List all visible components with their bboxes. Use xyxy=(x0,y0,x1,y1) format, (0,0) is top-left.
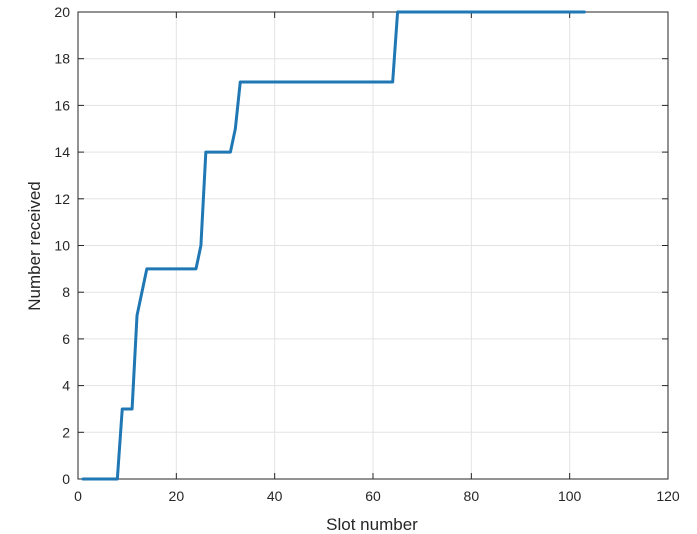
y-tick-label: 16 xyxy=(54,97,70,113)
y-tick-label: 18 xyxy=(54,51,70,67)
y-tick-label: 12 xyxy=(54,191,70,207)
y-tick-label: 10 xyxy=(54,238,70,254)
x-tick-label: 100 xyxy=(558,488,582,504)
x-tick-label: 80 xyxy=(464,488,480,504)
grid-lines xyxy=(78,12,668,479)
y-tick-label: 14 xyxy=(54,144,70,160)
y-tick-label: 0 xyxy=(62,471,70,487)
y-tick-label: 6 xyxy=(62,331,70,347)
x-tick-label: 120 xyxy=(656,488,680,504)
x-tick-label: 60 xyxy=(365,488,381,504)
y-tick-label: 8 xyxy=(62,284,70,300)
y-tick-label: 4 xyxy=(62,378,70,394)
series-line xyxy=(81,10,586,481)
x-tick-label: 20 xyxy=(169,488,185,504)
x-tick-label: 0 xyxy=(74,488,82,504)
y-axis-label: Number received xyxy=(25,181,44,310)
series-layer xyxy=(81,10,586,481)
y-tick-label: 2 xyxy=(62,424,70,440)
x-tick-label: 40 xyxy=(267,488,283,504)
x-axis-label: Slot number xyxy=(326,515,418,534)
y-tick-label: 20 xyxy=(54,4,70,20)
axis-ticks: 0 20 40 60 80 100 120 0 2 4 6 8 10 12 14 16 18 20 xyxy=(54,4,679,504)
